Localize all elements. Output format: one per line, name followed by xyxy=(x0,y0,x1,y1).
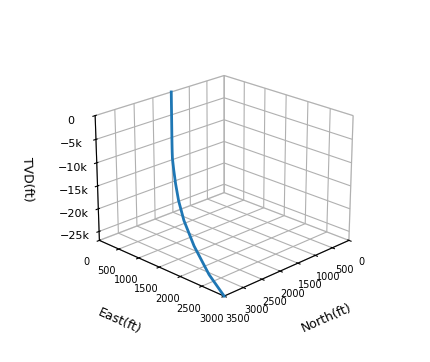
Y-axis label: East(ft): East(ft) xyxy=(96,306,143,337)
X-axis label: North(ft): North(ft) xyxy=(299,301,353,334)
